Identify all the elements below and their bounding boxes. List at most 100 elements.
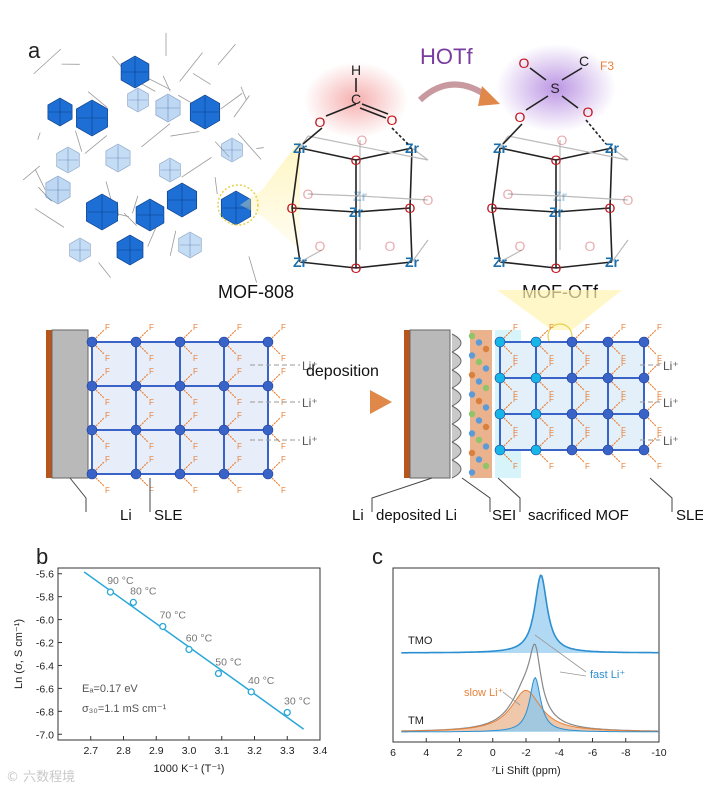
sei-particle <box>469 450 475 456</box>
lattice-node <box>175 337 185 347</box>
lattice-node <box>531 409 541 419</box>
point-label: 50 °C <box>215 656 242 668</box>
lattice-node <box>603 409 613 419</box>
x-axis-label: 1000 K⁻¹ (T⁻¹) <box>154 763 225 775</box>
fluorine-atom: F <box>149 398 154 407</box>
cluster-bond <box>300 148 356 160</box>
sei-particle <box>476 417 482 423</box>
deposited-li-grain <box>452 388 461 406</box>
x-tick-label: 3.1 <box>214 745 229 757</box>
fluorine-atom: F <box>149 442 154 451</box>
lattice-node <box>639 409 649 419</box>
sei-particle <box>483 404 489 410</box>
fluorine-atom: F <box>105 323 110 332</box>
x-tick-label: 0 <box>490 747 496 759</box>
oxygen-atom: O <box>519 55 530 71</box>
fluorine-atom: F <box>281 442 286 451</box>
fluorine-bond <box>184 478 192 486</box>
fast-li-pointer <box>560 672 586 676</box>
lattice-node <box>263 469 273 479</box>
lattice-node <box>87 469 97 479</box>
deposited-li-grain <box>452 370 461 388</box>
fluorine-bond <box>576 454 584 462</box>
lattice-node <box>531 373 541 383</box>
x-tick-label: 3.3 <box>280 745 295 757</box>
fluorine-atom: F <box>513 462 518 471</box>
oxygen-atom: O <box>585 238 596 254</box>
fast-li-fill <box>401 678 659 732</box>
x-tick-label: 2.9 <box>149 745 164 757</box>
li-ion-label: Li⁺ <box>663 434 679 448</box>
cluster-bond <box>560 196 628 200</box>
fluorine-bond <box>228 330 236 338</box>
fluorine-bond <box>272 390 280 398</box>
x-tick-label: 2.7 <box>83 745 98 757</box>
cluster-bond <box>292 208 356 212</box>
reaction-arrow <box>420 84 490 100</box>
triflate-bond <box>503 124 522 144</box>
fluorine-bond <box>648 418 656 426</box>
lattice-node <box>175 469 185 479</box>
y-tick-label: -6.0 <box>36 615 54 627</box>
panel-c-label: c <box>372 544 383 569</box>
cell-schematic-before: FFFFFFFFFFFFFFFFFFFFFFFFFFFFFFFFFFFFFFFF… <box>46 323 318 524</box>
li-ion-label: Li⁺ <box>663 359 679 373</box>
fluorine-bond <box>272 478 280 486</box>
lattice-node <box>639 337 649 347</box>
sei-particle <box>476 437 482 443</box>
fluorine-atom: F <box>105 367 110 376</box>
y-tick-label: -7.0 <box>36 729 54 741</box>
lattice-node <box>87 381 97 391</box>
fluorine-atom: F <box>237 398 242 407</box>
fluorine-atom: F <box>281 455 286 464</box>
lattice-node <box>219 337 229 347</box>
fluorine-bond <box>612 330 620 338</box>
fluorine-atom: F <box>621 323 626 332</box>
oxygen-atom: O <box>557 132 568 148</box>
cluster-bond <box>500 262 556 268</box>
lattice-node <box>263 425 273 435</box>
oxygen-atom: O <box>515 109 526 125</box>
label-sle: SLE <box>154 507 182 524</box>
li-metal-anode <box>410 330 450 478</box>
oxygen-atom: O <box>551 260 562 276</box>
fluorine-atom: F <box>149 455 154 464</box>
cluster-bond <box>556 262 612 268</box>
fluorine-atom: F <box>237 411 242 420</box>
oxygen-atom: O <box>315 238 326 254</box>
y-tick-label: -6.6 <box>36 683 54 695</box>
fluorine-bond <box>612 454 620 462</box>
fluorine-bond <box>540 330 548 338</box>
oxygen-atom: O <box>315 114 326 130</box>
panel-a-label: a <box>28 38 41 63</box>
linker-strut <box>221 93 243 109</box>
point-label: 80 °C <box>130 585 157 597</box>
lattice-node <box>567 373 577 383</box>
point-label: 60 °C <box>186 632 213 644</box>
oxygen-atom: O <box>351 152 362 168</box>
fluorine-atom: F <box>149 354 154 363</box>
data-point <box>107 589 113 595</box>
zr-atom: Zr <box>553 188 568 204</box>
lattice-node <box>175 381 185 391</box>
fast-li-label: fast Li⁺ <box>590 669 625 681</box>
fluorine-atom: F <box>513 395 518 404</box>
fluorine-atom: F <box>549 323 554 332</box>
sei-particle <box>476 398 482 404</box>
fluorine-atom: F <box>193 354 198 363</box>
oxygen-atom: O <box>515 238 526 254</box>
data-point <box>215 670 221 676</box>
sei-particle <box>483 463 489 469</box>
fluorine-atom: F <box>657 462 662 471</box>
sei-particle <box>469 372 475 378</box>
zr-atom: Zr <box>293 254 308 270</box>
point-label: 40 °C <box>248 675 275 687</box>
label-sacrificed-mof: sacrificed MOF <box>528 507 629 524</box>
sei-particle <box>469 430 475 436</box>
fluorine-atom: F <box>281 411 286 420</box>
oxygen-atom: O <box>387 112 398 128</box>
fluorine-atom: F <box>513 323 518 332</box>
linker-strut <box>170 231 176 256</box>
watermark: © 六数程境 <box>6 766 75 785</box>
